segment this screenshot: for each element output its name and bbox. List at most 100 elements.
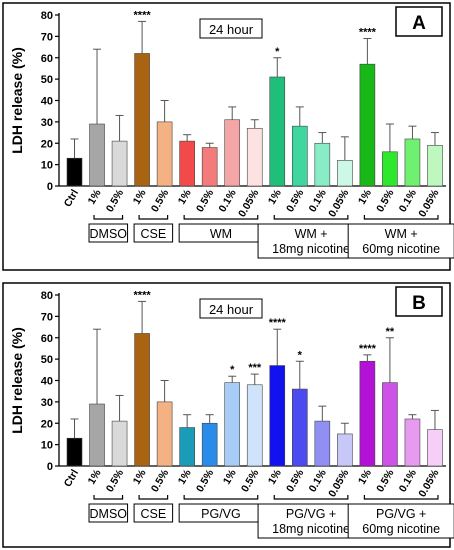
x-tick-label: 0.1% [307, 467, 330, 494]
y-tick-label: 10 [41, 160, 53, 172]
group-label: PG/VG + [286, 507, 336, 521]
panel-a: A 24 hour LDH release (%) 0 10 20 30 40 50 60 70 80… [2, 2, 454, 271]
bar [337, 160, 353, 187]
chart-title: 24 hour [209, 302, 254, 317]
group-label-box [88, 223, 129, 243]
y-tick-label: 30 [41, 117, 53, 129]
x-tick-label: 1% [221, 467, 239, 487]
x-tick-label: 1% [131, 467, 149, 487]
significance-mark: **** [359, 343, 377, 355]
chart-title-box [199, 298, 263, 319]
x-tick-label: 0.5% [374, 187, 397, 214]
group-bracket [363, 215, 439, 220]
bar [179, 427, 195, 467]
x-tick-label: 0.1% [307, 187, 330, 214]
group-bracket [183, 495, 259, 500]
x-tick-label: 0.5% [284, 187, 307, 214]
group-label: WM [210, 227, 232, 241]
group-label: WM + [385, 227, 418, 241]
significance-mark: **** [269, 317, 287, 329]
x-tick-label: 1% [86, 187, 104, 207]
panel-frame [2, 2, 451, 271]
bar [89, 123, 105, 187]
y-tick-label: 10 [41, 440, 53, 452]
bar [89, 403, 105, 467]
y-axis-label: LDH release (%) [9, 327, 25, 434]
group-label: 18mg nicotine [272, 242, 350, 256]
bar [156, 121, 173, 187]
group-bracket [138, 495, 169, 500]
bar [314, 142, 331, 187]
group-label: 60mg nicotine [362, 242, 440, 256]
y-tick-label: 70 [41, 31, 53, 43]
group-label: CSE [141, 507, 167, 521]
significance-mark: **** [359, 27, 377, 39]
y-tick-label: 40 [41, 376, 53, 388]
bar [134, 53, 150, 187]
bar [246, 127, 263, 187]
y-tick-label: 60 [41, 53, 53, 65]
significance-mark: **** [134, 9, 152, 21]
x-tick-label: 1% [266, 187, 284, 207]
x-tick-label: 0.1% [397, 467, 420, 494]
x-tick-label: 0.5% [194, 187, 217, 214]
y-tick-label: 80 [41, 10, 53, 22]
x-tick-label: 0.5% [149, 467, 172, 494]
y-tick-label: 20 [41, 418, 53, 430]
bar [359, 360, 376, 467]
group-label-box [133, 223, 174, 243]
bar [291, 388, 308, 467]
bar [291, 125, 308, 187]
y-axis-label: LDH release (%) [9, 47, 25, 154]
panel-b: B 24 hour LDH release (%) 0 10 20 30 40 50 60 70 80… [2, 282, 454, 548]
x-tick-label: 1% [86, 467, 104, 487]
significance-mark: *** [248, 362, 262, 374]
x-tick-label: 0.05% [326, 467, 352, 499]
y-tick-label: 40 [41, 96, 53, 108]
bar [269, 76, 286, 187]
group-bracket [93, 495, 124, 500]
group-label: DMSO [90, 507, 128, 521]
bar [382, 151, 398, 187]
x-tick-label: 0.5% [239, 467, 262, 494]
y-tick-label: 0 [47, 181, 53, 193]
bar [111, 140, 128, 187]
x-tick-label: 1% [131, 187, 149, 207]
group-label: 18mg nicotine [272, 522, 350, 536]
y-tick-label: 20 [41, 138, 53, 150]
y-tick-label: 60 [41, 333, 53, 345]
group-label-box [133, 503, 174, 523]
bar [66, 437, 83, 467]
group-label: DMSO [90, 227, 128, 241]
group-label-box [88, 503, 129, 523]
bar [427, 145, 443, 187]
x-tick-label: Ctrl [62, 467, 81, 489]
x-tick-label: 0.5% [104, 467, 127, 494]
x-tick-label: 0.5% [149, 187, 172, 214]
x-tick-label: Ctrl [62, 187, 81, 209]
bar [404, 418, 421, 467]
y-tick-label: 0 [47, 461, 53, 473]
x-tick-label: 1% [176, 187, 194, 207]
x-tick-label: 0.5% [104, 187, 127, 214]
x-tick-label: 1% [356, 467, 374, 487]
bar [224, 382, 241, 467]
group-label-box [347, 223, 454, 259]
x-tick-label: 0.05% [416, 187, 442, 219]
x-tick-label: 0.5% [374, 467, 397, 494]
panel-label: A [412, 13, 426, 34]
significance-mark: * [298, 349, 303, 361]
group-label: PG/VG [201, 507, 241, 521]
bar [337, 433, 353, 467]
chart-title: 24 hour [209, 22, 254, 37]
group-bracket [183, 215, 259, 220]
x-tick-label: 0.05% [416, 467, 442, 499]
bar [134, 333, 150, 467]
group-bracket [138, 215, 169, 220]
group-label: PG/VG + [376, 507, 426, 521]
bar [269, 365, 286, 467]
bar [179, 140, 195, 187]
x-tick-label: 0.05% [326, 187, 352, 219]
significance-mark: * [275, 46, 280, 58]
